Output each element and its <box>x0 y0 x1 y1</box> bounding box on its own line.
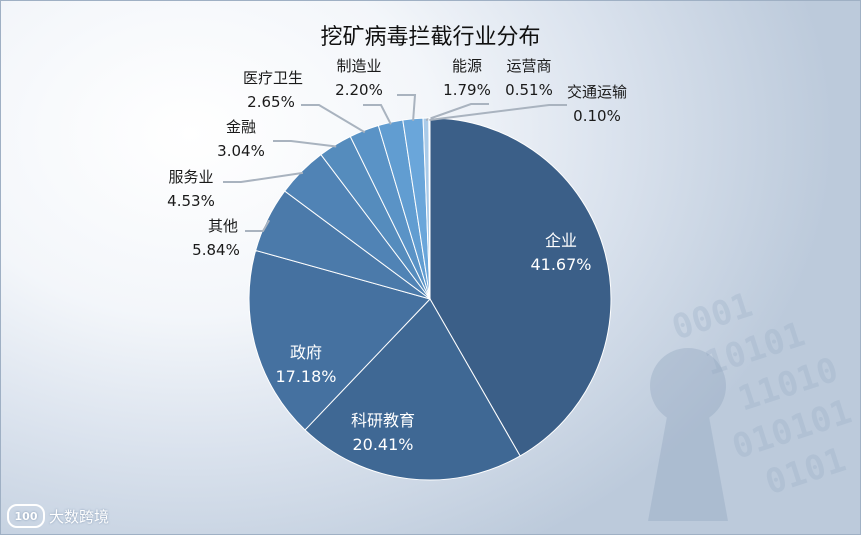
slice-value-label: 5.84% <box>192 241 240 259</box>
leader-line <box>425 103 489 121</box>
slice-value-label: 4.53% <box>167 192 215 210</box>
leader-line <box>397 94 417 121</box>
leader-line <box>245 219 271 232</box>
slice-value-label: 3.04% <box>217 142 265 160</box>
watermark: 100 大数跨境 <box>7 504 109 528</box>
slice-value-label: 2.20% <box>335 81 383 99</box>
slice-value-label: 0.10% <box>573 107 621 125</box>
watermark-text: 大数跨境 <box>49 507 110 526</box>
pie-slice-2 <box>248 249 431 431</box>
keyhole-icon <box>648 348 728 521</box>
slice-value-label: 20.41% <box>352 435 413 454</box>
chart-title: 挖矿病毒拦截行业分布 <box>320 25 541 50</box>
slice-name-label: 制造业 <box>336 57 381 75</box>
watermark-logo: 100 <box>7 504 45 528</box>
pie-slice-0 <box>429 117 612 457</box>
slice-name-label: 运营商 <box>506 57 551 75</box>
slice-value-label: 17.18% <box>275 367 336 386</box>
leader-line <box>223 171 304 183</box>
slice-name-label: 能源 <box>452 57 482 75</box>
slice-name-label: 企业 <box>545 231 577 250</box>
slice-name-label: 其他 <box>208 217 238 235</box>
pie-slice-10 <box>428 117 431 300</box>
slice-name-label: 政府 <box>290 343 322 362</box>
slice-value-label: 41.67% <box>530 255 591 274</box>
slice-name-label: 医疗卫生 <box>243 69 303 87</box>
slice-name-label: 科研教育 <box>351 411 415 430</box>
pie-slice-1 <box>304 298 521 481</box>
slice-value-label: 1.79% <box>443 81 491 99</box>
slice-value-label: 2.65% <box>247 93 295 111</box>
leader-line <box>429 104 567 121</box>
slice-name-label: 交通运输 <box>567 83 627 101</box>
leader-line <box>301 104 366 134</box>
leader-line <box>363 104 392 125</box>
slice-name-label: 金融 <box>226 118 256 136</box>
leader-line <box>273 140 337 148</box>
slice-name-label: 服务业 <box>168 168 213 186</box>
slice-value-label: 0.51% <box>505 81 553 99</box>
